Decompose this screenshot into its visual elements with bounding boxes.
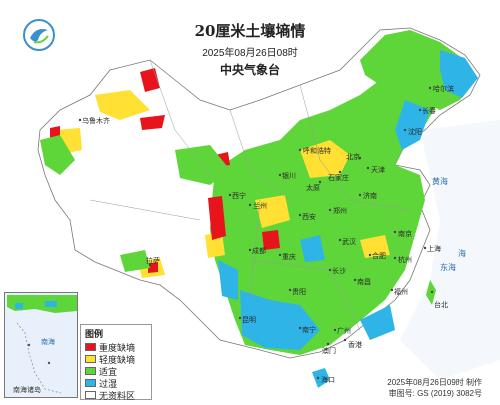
suitable-region-east <box>210 70 440 355</box>
place-label: 重庆 <box>282 254 296 261</box>
place-label: 合肥 <box>372 253 386 260</box>
legend-swatch <box>85 367 96 375</box>
severe-drought-qinghai <box>208 196 226 240</box>
place-label: 石家庄 <box>328 175 349 182</box>
place-label: 台北 <box>434 302 448 309</box>
place-label: 太原 <box>306 185 320 192</box>
title-block: 20厘米土壤墒情 2025年08月26日08时 中央气象台 <box>150 20 350 78</box>
legend-title: 图例 <box>85 329 104 339</box>
legend-swatch <box>85 391 96 399</box>
place-label: 澳门 <box>322 348 336 355</box>
place-label: 南京 <box>398 231 412 238</box>
legend-item-no-data: 无资料区 <box>85 389 147 401</box>
legend-label: 无资料区 <box>99 390 136 401</box>
severe-drought-xinjiang-2 <box>140 115 165 130</box>
legend-swatch <box>85 379 96 387</box>
wet-area-south <box>240 290 320 350</box>
light-drought-east <box>360 235 390 258</box>
south-china-sea-inset: 南海 南海诸岛 <box>4 292 78 398</box>
place-label: 沈阳 <box>408 129 422 136</box>
place-label: 银川 <box>282 173 296 180</box>
place-label: 南昌 <box>357 279 371 286</box>
sea-label-huanghai: 黄海 <box>432 177 448 186</box>
map-date: 2025年08月26日08时 <box>202 48 298 59</box>
suitable-region-xinjiang <box>40 135 75 175</box>
place-label: 武汉 <box>342 239 356 246</box>
legend: 图例 重度缺墒 轻度缺墒 适宜 过湿 无资料区 <box>80 324 152 401</box>
place-label: 天津 <box>371 167 385 174</box>
sea-label-donghai: 东海 <box>440 263 456 272</box>
legend-label: 轻度缺墒 <box>99 354 136 365</box>
wet-area-central <box>300 235 325 262</box>
legend-label: 适宜 <box>99 366 118 377</box>
place-label: 长春 <box>422 108 436 115</box>
footer-made: 2025年08月26日09时 制作 <box>387 378 482 387</box>
sea-label-hai: 海 <box>458 249 466 258</box>
legend-item-suitable: 适宜 <box>85 365 147 377</box>
inset-map <box>7 295 77 394</box>
legend-item-wet: 过湿 <box>85 377 147 389</box>
place-label: 长沙 <box>332 268 346 275</box>
footer-review: 审图号: GS (2019) 3082号 <box>388 389 482 398</box>
light-drought-southwest <box>205 232 225 258</box>
place-label: 哈尔滨 <box>433 86 454 93</box>
place-label: 乌鲁木齐 <box>82 118 110 125</box>
place-label: 上海 <box>427 246 441 253</box>
place-label: 福州 <box>394 289 408 296</box>
wet-area-southeast <box>360 305 395 340</box>
wet-area-northeast <box>440 50 478 98</box>
place-label: 拉萨 <box>146 258 160 265</box>
light-drought-xinjiang <box>95 90 150 120</box>
legend-swatch <box>85 343 96 351</box>
severe-drought-sichuan <box>262 230 280 250</box>
place-label: 昆明 <box>242 317 256 324</box>
legend-swatch <box>85 355 96 363</box>
place-label: 成都 <box>252 248 266 255</box>
place-label: 贵阳 <box>292 289 306 296</box>
legend-label: 过湿 <box>99 378 118 389</box>
place-label: 海口 <box>321 377 335 384</box>
light-drought-north <box>300 140 350 178</box>
legend-item-severe-drought: 重度缺墒 <box>85 341 147 353</box>
map-org: 中央气象台 <box>219 63 280 77</box>
ocean-area <box>400 120 500 380</box>
province-boundaries <box>89 59 411 331</box>
wet-area-hainan <box>312 368 330 388</box>
suitable-region-tibet <box>120 250 150 272</box>
cma-logo-icon <box>23 19 55 51</box>
legend-item-light-drought: 轻度缺墒 <box>85 353 147 365</box>
place-label: 香港 <box>348 342 362 349</box>
inset-title: 南海诸岛 <box>13 387 41 394</box>
place-label: 呼和浩特 <box>303 148 331 155</box>
wet-area-southwest <box>218 260 238 300</box>
place-label: 西宁 <box>232 193 246 200</box>
place-label: 兰州 <box>253 203 267 210</box>
place-label: 广州 <box>337 328 351 335</box>
city-markers <box>78 86 434 380</box>
place-label: 北京 <box>346 154 360 161</box>
place-label: 西安 <box>302 214 316 221</box>
footer: 2025年08月26日09时 制作 审图号: GS (2019) 3082号 <box>387 377 482 399</box>
wet-area-liaoning <box>395 100 430 150</box>
map-title: 20厘米土壤墒情 <box>194 22 306 40</box>
place-label: 南宁 <box>302 327 316 334</box>
place-label: 杭州 <box>398 257 412 264</box>
place-label: 济南 <box>363 193 377 200</box>
place-label: 郑州 <box>333 208 347 215</box>
legend-label: 重度缺墒 <box>99 342 136 353</box>
light-drought-central <box>255 195 290 228</box>
inset-sea-label: 南海 <box>41 339 55 346</box>
